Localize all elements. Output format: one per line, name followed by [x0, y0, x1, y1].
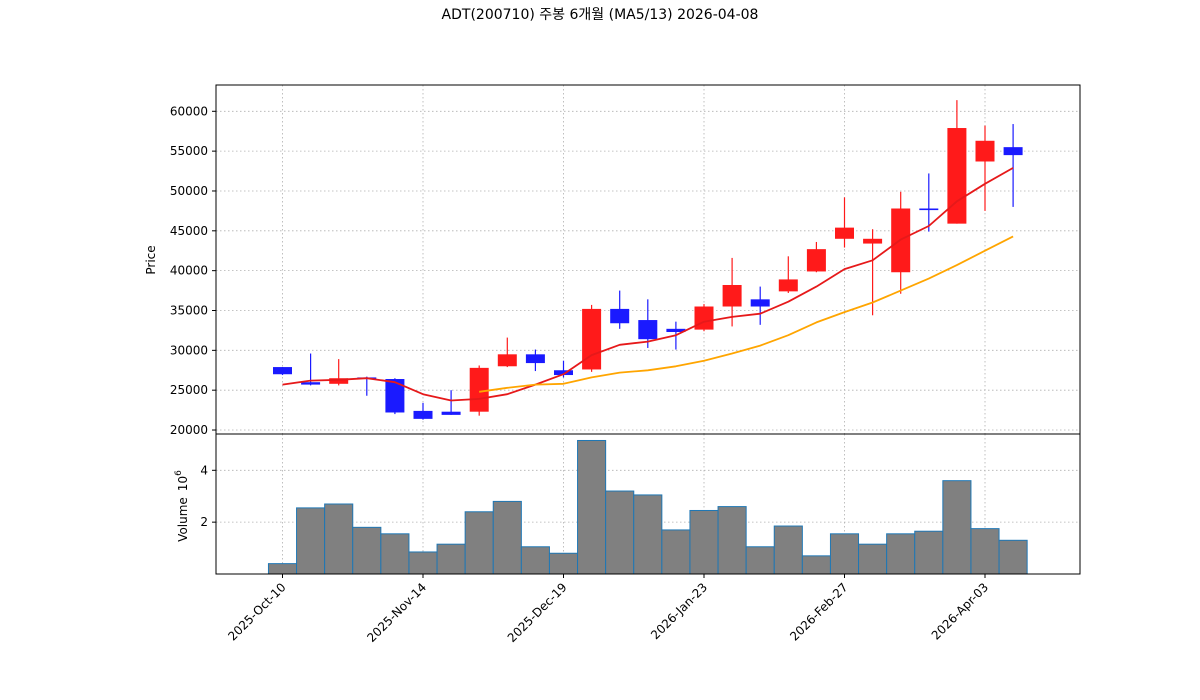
price-axis-label: Price: [144, 245, 158, 274]
volume-bar: [436, 543, 466, 575]
price-axis-ticks: 20000 25000 30000 35000 40000 45000 50000 55000…: [170, 104, 216, 437]
price-tick-label: 45000: [170, 224, 208, 238]
date-tick-label: 2026-Apr-03: [929, 580, 991, 642]
candle-body: [835, 227, 854, 239]
candle-body: [497, 354, 517, 367]
volume-bar: [914, 530, 944, 575]
volume-tick-label: 2: [200, 515, 208, 529]
candle-body: [947, 128, 967, 224]
candle-body: [273, 367, 292, 375]
volume-bar: [408, 551, 438, 575]
candle-body: [806, 249, 826, 272]
volume-bar: [267, 563, 298, 575]
price-grid: [216, 85, 1080, 434]
date-tick-label: 2026-Jan-23: [648, 580, 710, 642]
volume-panel-frame: [215, 433, 1081, 575]
candle-body: [638, 320, 658, 340]
candles: [273, 100, 1023, 420]
volume-bar: [829, 533, 860, 575]
volume-bar: [998, 539, 1028, 575]
ma5-line: [282, 167, 1014, 402]
volume-bar: [352, 526, 382, 575]
price-tick-label: 50000: [170, 184, 208, 198]
date-axis-ticks: 2025-Oct-10 2025-Nov-14 2025-Dec-19 2026-Ja…: [225, 574, 991, 645]
volume-bar: [520, 546, 550, 575]
volume-scale-base: 10: [176, 476, 190, 491]
candle-body: [750, 299, 770, 307]
volume-bar: [296, 507, 326, 575]
volume-bar: [464, 511, 494, 575]
volume-bar: [773, 525, 803, 575]
volume-bar: [689, 509, 719, 575]
volume-tick-label: 4: [200, 463, 208, 477]
volume-label-text: Volume: [176, 497, 190, 542]
candle-body: [469, 367, 489, 412]
volume-scale-exponent: 6: [174, 470, 184, 476]
volume-bars: [267, 439, 1028, 575]
candle-body: [694, 306, 714, 330]
volume-bar: [324, 503, 354, 575]
volume-bar: [577, 439, 607, 575]
price-tick-label: 35000: [170, 303, 208, 317]
volume-bar: [858, 543, 888, 575]
date-tick-label: 2025-Nov-14: [364, 580, 429, 645]
chart-title: ADT(200710) 주봉 6개월 (MA5/13) 2026-04-08: [442, 7, 759, 23]
volume-bar: [970, 528, 1000, 575]
candle-body: [385, 379, 405, 413]
price-tick-label: 25000: [170, 383, 208, 397]
volume-bar: [886, 533, 916, 575]
volume-bar: [605, 490, 635, 575]
volume-bar: [661, 529, 691, 575]
candle-body: [666, 328, 686, 333]
price-tick-label: 55000: [170, 144, 208, 158]
candle-body: [975, 140, 995, 162]
candle-body: [722, 284, 742, 307]
date-tick-label: 2025-Dec-19: [505, 580, 570, 645]
volume-bar: [717, 506, 747, 575]
candle-body: [582, 308, 602, 370]
volume-bar: [801, 555, 831, 575]
candle-body: [610, 308, 630, 324]
volume-bar: [548, 552, 579, 575]
candle-body: [441, 411, 461, 415]
volume-bar: [942, 480, 972, 575]
ma13-line: [479, 235, 1014, 393]
candle-body: [1003, 147, 1023, 156]
volume-bar: [492, 500, 522, 575]
candle-body: [329, 378, 349, 384]
candle-body: [525, 354, 545, 364]
price-tick-label: 20000: [170, 423, 208, 437]
price-tick-label: 30000: [170, 343, 208, 357]
volume-bar: [633, 494, 663, 575]
candle-body: [554, 370, 573, 376]
candle-body: [778, 279, 798, 292]
candle-body: [413, 410, 433, 419]
volume-axis-label: Volume 106: [174, 470, 190, 542]
volume-axis-ticks: 24: [200, 463, 216, 529]
price-tick-label: 40000: [170, 264, 208, 278]
price-tick-label: 60000: [170, 104, 208, 118]
candle-body: [919, 208, 939, 211]
date-tick-label: 2025-Oct-10: [225, 580, 288, 643]
volume-bar: [380, 533, 410, 575]
candle-body: [863, 238, 883, 244]
date-tick-label: 2026-Feb-27: [787, 580, 850, 643]
volume-bar: [745, 546, 775, 575]
moving-average-lines: [282, 167, 1014, 402]
candle-body: [301, 382, 321, 385]
